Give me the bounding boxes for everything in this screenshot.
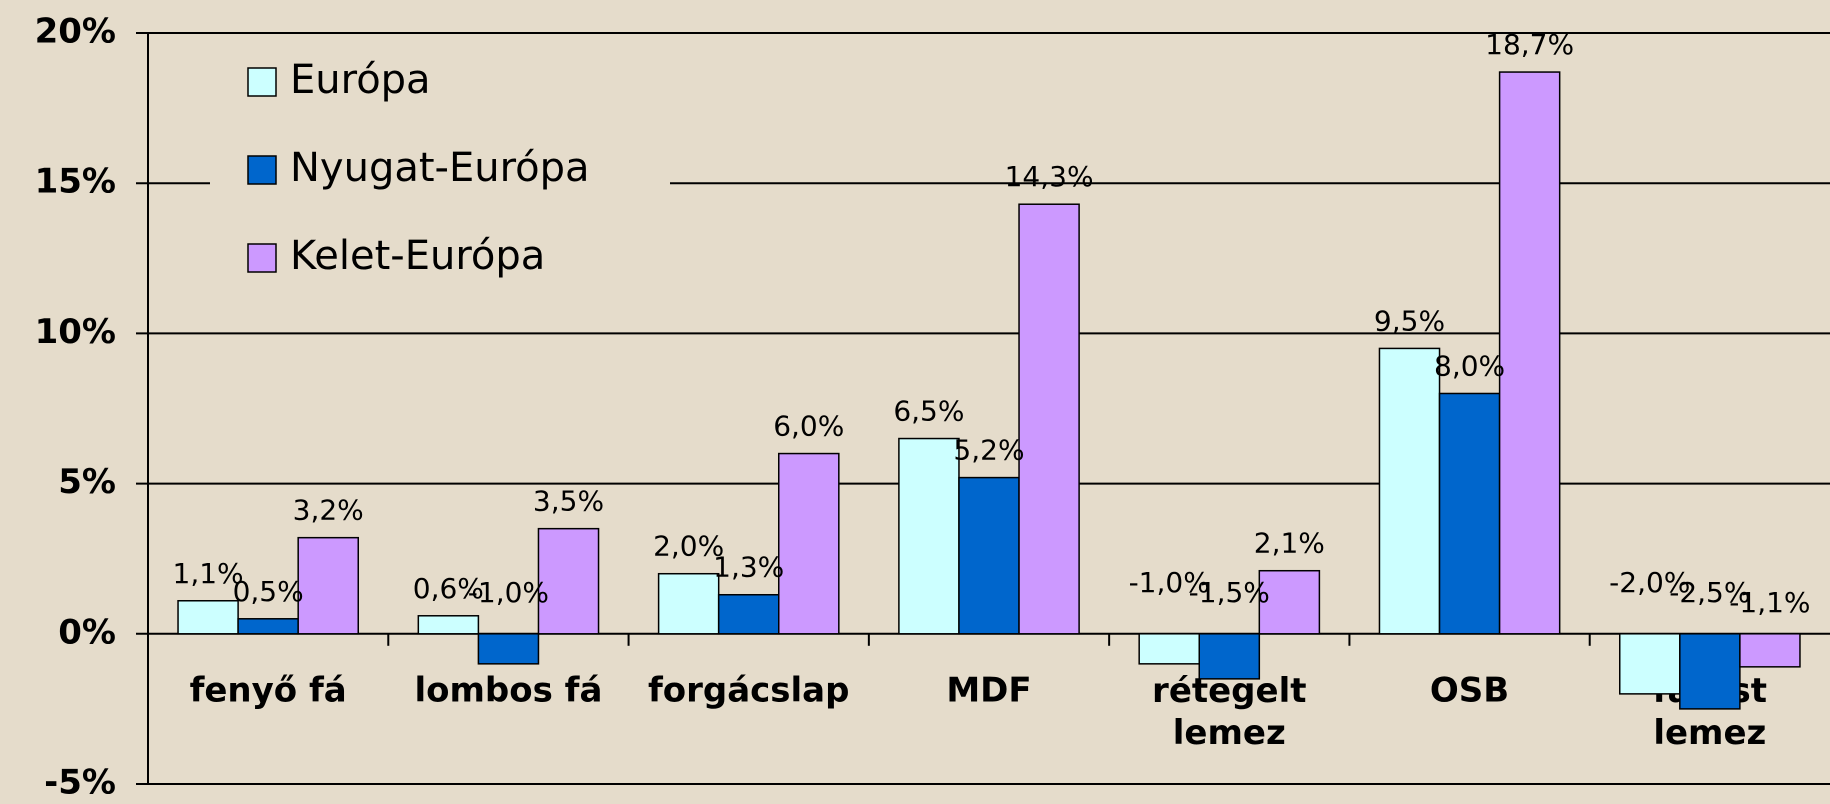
bar <box>1258 569 1321 635</box>
legend-swatch <box>247 67 277 97</box>
value-label: 0,5% <box>233 575 304 608</box>
bar <box>237 618 299 635</box>
bar <box>778 452 840 635</box>
legend-label: Nyugat-Európa <box>290 145 590 191</box>
value-label: 14,3% <box>1005 160 1094 193</box>
bar <box>1198 633 1261 680</box>
value-label: -2,5% <box>1669 576 1750 609</box>
x-tick-label: fenyő fá <box>190 670 347 710</box>
legend-box <box>210 45 670 285</box>
bar <box>1018 203 1080 635</box>
x-tick-label: rétegelt lemez <box>1152 670 1306 752</box>
bar <box>717 593 780 635</box>
value-label: -1,1% <box>1729 586 1810 619</box>
value-label: 2,0% <box>653 530 724 563</box>
value-label: 0,6% <box>413 572 484 605</box>
bar <box>898 437 960 635</box>
value-label: 3,2% <box>293 494 364 527</box>
value-label: 3,5% <box>533 485 604 518</box>
bar <box>1619 633 1681 695</box>
x-tick-label: MDF <box>946 670 1031 710</box>
value-label: 6,5% <box>893 395 964 428</box>
bar <box>1498 71 1561 635</box>
legend: Európa Nyugat-Európa Kelet-Európa <box>210 45 670 285</box>
bar <box>958 476 1020 635</box>
value-label: 1,1% <box>173 557 244 590</box>
bar <box>537 527 600 635</box>
y-tick-label: -5% <box>44 763 116 803</box>
bar <box>1679 633 1741 710</box>
x-tick-label: OSB <box>1430 670 1509 710</box>
legend-swatch <box>247 155 277 185</box>
bar <box>1438 392 1501 635</box>
legend-swatch <box>247 243 277 273</box>
value-label: 1,3% <box>713 551 784 584</box>
bar <box>1739 633 1801 668</box>
value-label: -2,0% <box>1609 566 1690 599</box>
bar <box>297 536 359 635</box>
y-tick-label: 5% <box>58 462 116 502</box>
bar <box>657 572 720 635</box>
value-label: -1,0% <box>1129 566 1210 599</box>
value-label: 6,0% <box>773 410 844 443</box>
bar <box>417 615 480 635</box>
y-tick-label: 15% <box>35 162 116 202</box>
value-label: -1,0% <box>468 576 549 609</box>
value-label: 18,7% <box>1485 28 1574 61</box>
bar <box>1138 633 1201 665</box>
value-label: 5,2% <box>953 434 1024 467</box>
y-tick-label: 0% <box>58 612 116 652</box>
x-tick-label: lombos fá <box>414 670 602 710</box>
value-label: 8,0% <box>1434 349 1505 382</box>
legend-label: Kelet-Európa <box>290 233 545 279</box>
y-tick-label: 20% <box>35 12 116 52</box>
legend-label: Európa <box>290 57 431 103</box>
value-label: -1,5% <box>1189 576 1270 609</box>
y-tick-label: 10% <box>35 312 116 352</box>
bar <box>1378 347 1441 635</box>
bar <box>477 633 540 665</box>
value-label: 9,5% <box>1374 304 1445 337</box>
bar <box>177 600 239 635</box>
x-tick-label: forgácslap <box>648 670 850 710</box>
value-label: 2,1% <box>1254 527 1325 560</box>
